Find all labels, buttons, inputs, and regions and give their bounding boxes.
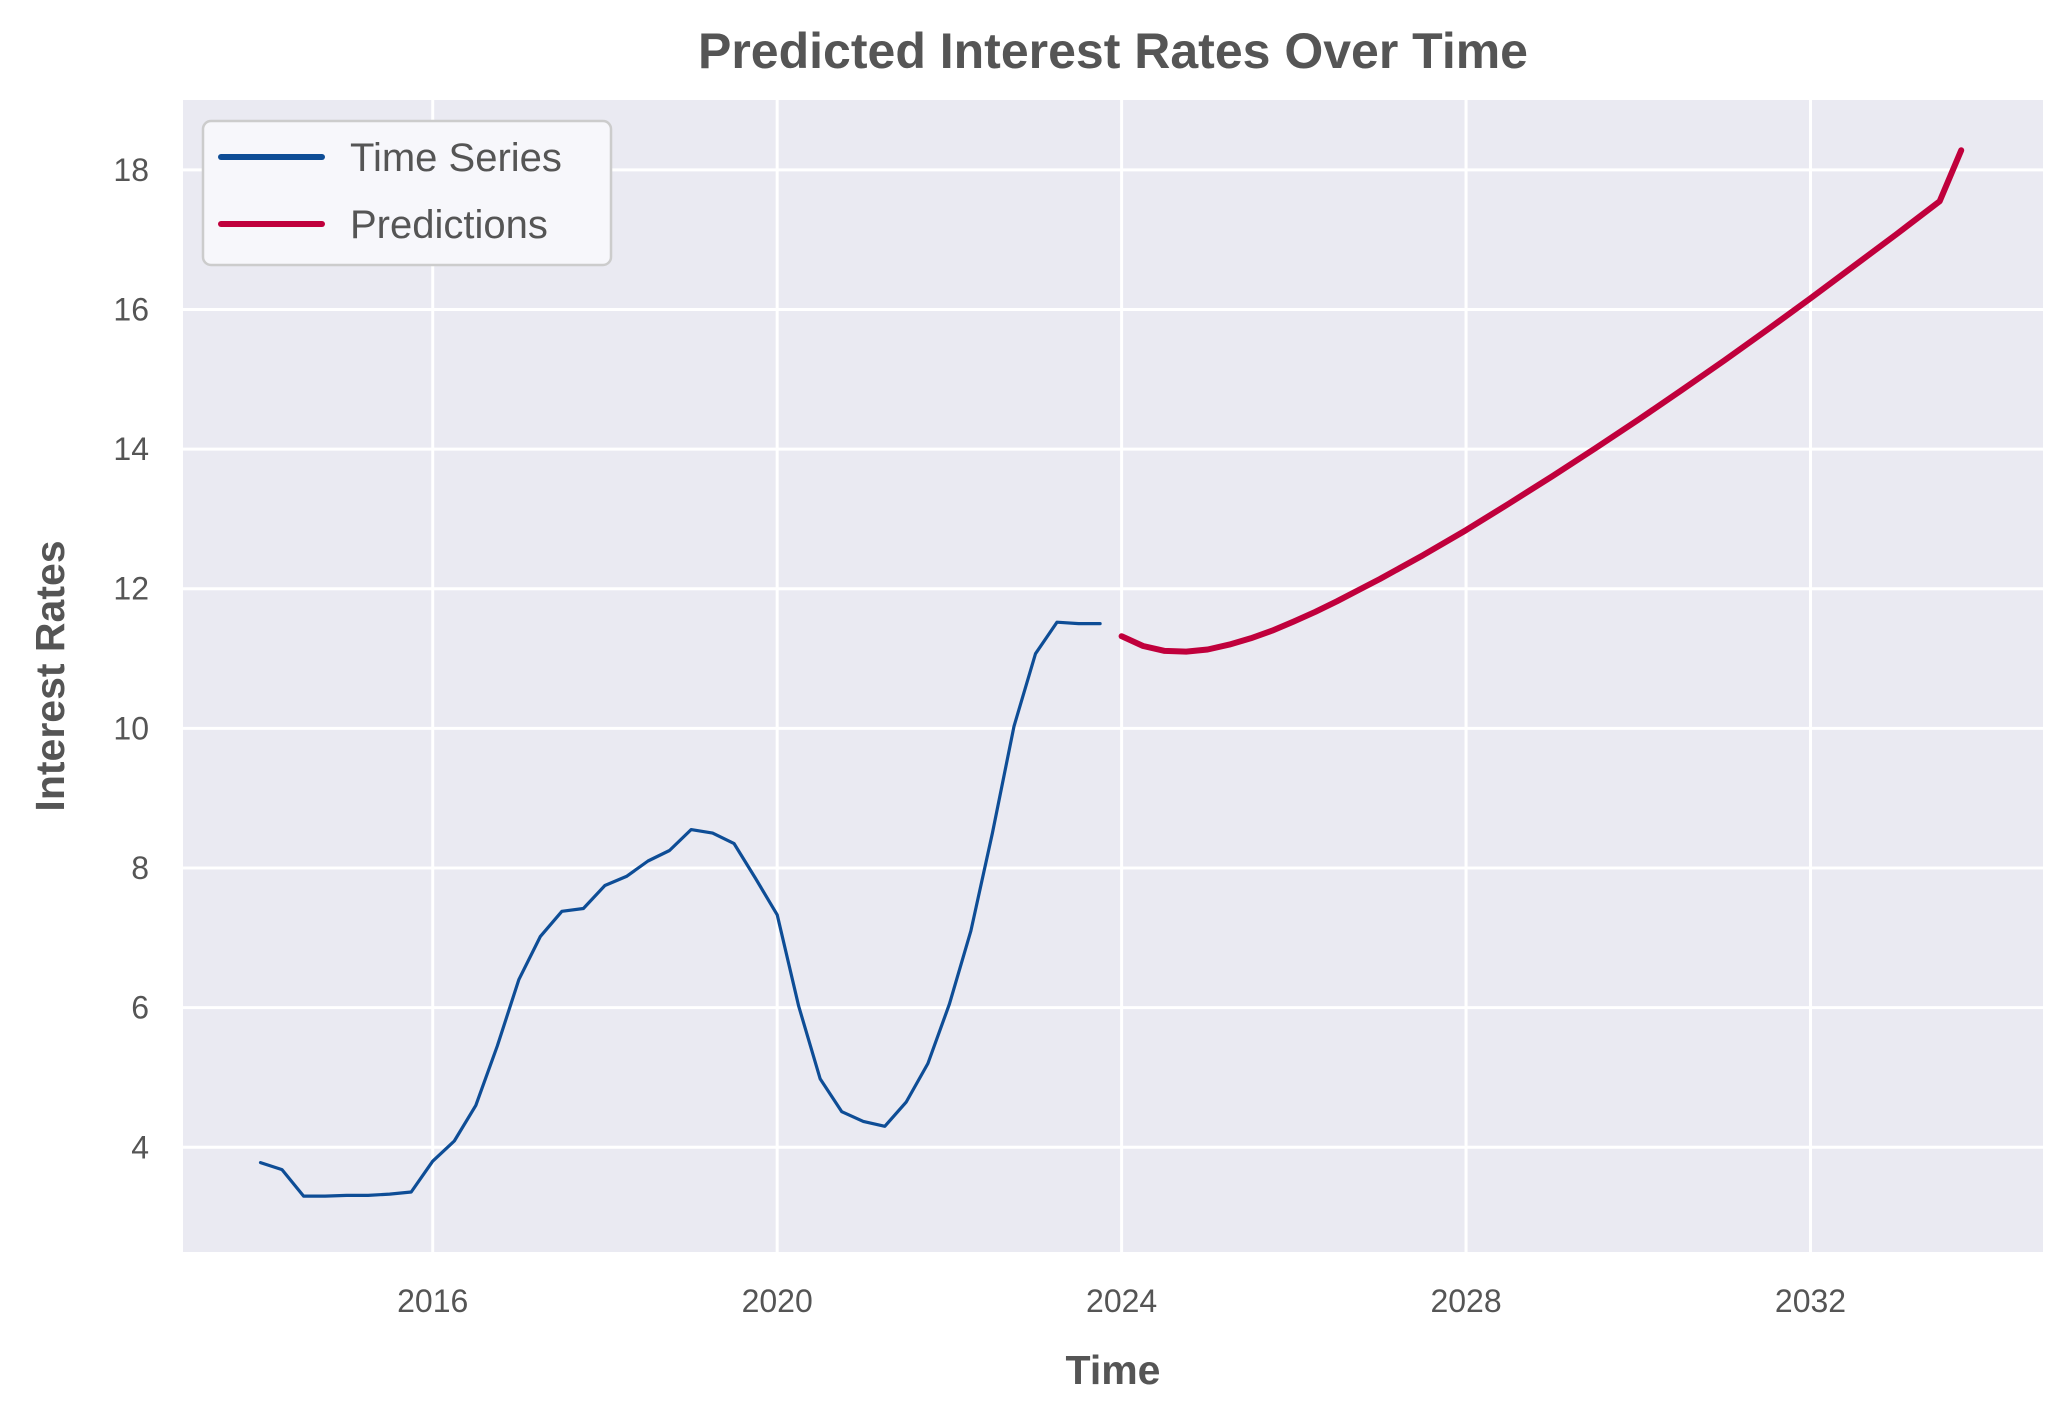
x-tick-label: 2028 bbox=[1430, 1283, 1501, 1319]
x-axis-title: Time bbox=[1066, 1347, 1161, 1393]
plot-background bbox=[183, 100, 2043, 1252]
legend-label-predictions: Predictions bbox=[350, 203, 548, 247]
y-tick-label: 4 bbox=[131, 1129, 149, 1165]
x-tick-label: 2020 bbox=[742, 1283, 813, 1319]
y-tick-label: 16 bbox=[113, 291, 149, 327]
grid bbox=[183, 100, 2043, 1252]
legend: Time Series Predictions bbox=[201, 119, 613, 267]
y-axis-title: Interest Rates bbox=[27, 540, 73, 811]
x-tick-label: 2016 bbox=[397, 1283, 468, 1319]
series-group bbox=[258, 147, 1965, 1198]
x-tick-labels: 2016 2020 2024 2028 2032 bbox=[397, 1283, 1846, 1319]
series-line-predictions bbox=[1118, 147, 1965, 655]
x-tick-label: 2024 bbox=[1086, 1283, 1157, 1319]
x-tick-label: 2032 bbox=[1775, 1283, 1846, 1319]
y-tick-label: 18 bbox=[113, 152, 149, 188]
y-tick-label: 8 bbox=[131, 850, 149, 886]
y-tick-labels: 4 6 8 10 12 14 16 18 bbox=[113, 152, 149, 1165]
y-tick-label: 10 bbox=[113, 710, 149, 746]
y-tick-label: 14 bbox=[113, 431, 149, 467]
chart-title: Predicted Interest Rates Over Time bbox=[698, 23, 1528, 79]
legend-label-time-series: Time Series bbox=[350, 136, 562, 180]
y-tick-label: 6 bbox=[131, 990, 149, 1026]
y-tick-label: 12 bbox=[113, 571, 149, 607]
series-line-time-series bbox=[258, 620, 1102, 1198]
